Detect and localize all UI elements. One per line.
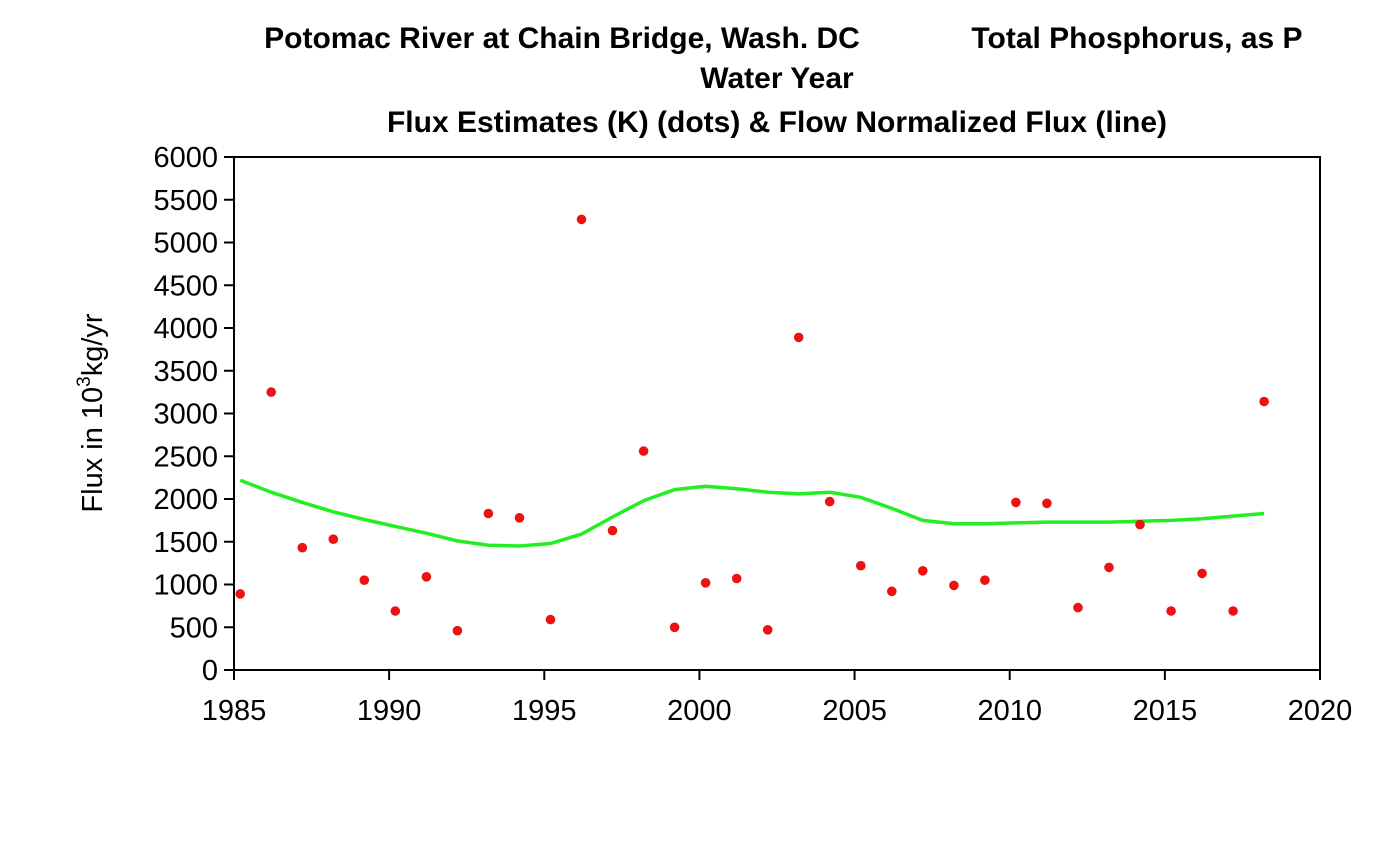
x-tick-label: 1995 xyxy=(512,695,577,727)
x-tick-label: 1985 xyxy=(202,695,267,727)
flux-estimate-point xyxy=(1259,396,1269,407)
flux-estimate-point xyxy=(514,513,525,523)
y-tick-label: 4000 xyxy=(153,313,218,345)
x-tick-label: 2015 xyxy=(1133,695,1198,727)
x-tick-label: 1990 xyxy=(357,695,422,727)
flux-estimate-point xyxy=(793,332,804,343)
flux-estimate-point xyxy=(607,525,618,536)
flux-estimate-point xyxy=(266,387,277,397)
flux-estimate-point xyxy=(576,214,587,225)
chart-title-line1-right: Total Phosphorus, as P xyxy=(971,22,1302,55)
svg-text:Flux in 103kg/yr: Flux in 103kg/yr xyxy=(74,313,109,512)
flux-estimate-point xyxy=(390,606,401,616)
flux-estimate-point xyxy=(328,534,339,544)
y-axis-label: Flux in 103kg/yr xyxy=(74,313,109,512)
y-tick-label: 2000 xyxy=(153,484,218,516)
y-tick-label: 5000 xyxy=(153,228,218,260)
flux-estimate-point xyxy=(452,625,463,636)
y-tick-label: 3000 xyxy=(153,399,218,431)
y-tick-label: 2500 xyxy=(153,441,218,473)
chart-title-line1-left: Potomac River at Chain Bridge, Wash. DC xyxy=(264,22,860,55)
y-tick-label: 500 xyxy=(170,612,218,644)
flux-estimate-point xyxy=(669,622,680,633)
y-tick-label: 0 xyxy=(202,655,218,687)
chart-title-line3: Flux Estimates (K) (dots) & Flow Normali… xyxy=(387,106,1167,139)
x-tick-label: 2000 xyxy=(667,695,732,727)
y-tick-label: 1500 xyxy=(153,527,218,559)
y-tick-label: 5500 xyxy=(153,185,218,217)
flux-estimate-point xyxy=(421,572,432,582)
flux-estimate-point xyxy=(700,578,711,588)
flux-estimate-point xyxy=(856,560,866,571)
flux-estimate-point xyxy=(762,625,773,635)
x-tick-label: 2005 xyxy=(822,695,887,727)
flux-estimate-point xyxy=(1197,568,1207,579)
flux-estimate-point xyxy=(1228,606,1238,616)
x-axis-ticks: 1985 1990 1995 2000 2005 2010 2015 2020 xyxy=(202,670,1353,727)
flux-estimate-point xyxy=(638,446,649,456)
flux-estimate-point xyxy=(1073,602,1083,613)
y-tick-label: 6000 xyxy=(153,142,218,174)
flux-estimate-point xyxy=(235,589,245,599)
y-tick-label: 1000 xyxy=(153,570,218,602)
flux-estimate-point xyxy=(1104,562,1114,573)
x-tick-label: 2020 xyxy=(1288,695,1353,727)
y-tick-label: 3500 xyxy=(153,356,218,388)
flux-estimate-point xyxy=(980,575,990,585)
flux-estimate-point xyxy=(1011,497,1021,508)
chart-title-line2: Water Year xyxy=(700,62,854,95)
y-axis-ticks: 0 500 1000 1500 2000 2500 3000 3500 4000 4500 5000… xyxy=(153,142,234,687)
flux-estimate-point xyxy=(359,575,370,585)
flux-estimate-point xyxy=(1166,606,1176,616)
flux-estimate-point xyxy=(949,580,959,591)
x-tick-label: 2010 xyxy=(977,695,1042,727)
plot-frame xyxy=(233,156,1321,671)
flux-estimate-point xyxy=(887,586,897,597)
flux-estimate-point xyxy=(731,573,742,584)
y-tick-label: 4500 xyxy=(153,270,218,302)
flux-estimate-point xyxy=(918,566,928,576)
flux-estimate-point xyxy=(1135,519,1145,530)
y-axis-label-superscript: 3 xyxy=(74,376,95,387)
flux-estimate-point xyxy=(483,508,494,519)
plot-series xyxy=(235,214,1269,636)
flux-estimate-point xyxy=(1042,498,1052,509)
y-axis-label-prefix: Flux in 10 xyxy=(77,387,109,513)
y-axis-label-suffix: kg/yr xyxy=(77,313,109,376)
flux-estimate-point xyxy=(297,542,308,553)
flow-normalized-flux-line xyxy=(239,478,1265,548)
flux-estimate-point xyxy=(824,496,835,507)
flux-estimate-point xyxy=(545,614,556,625)
